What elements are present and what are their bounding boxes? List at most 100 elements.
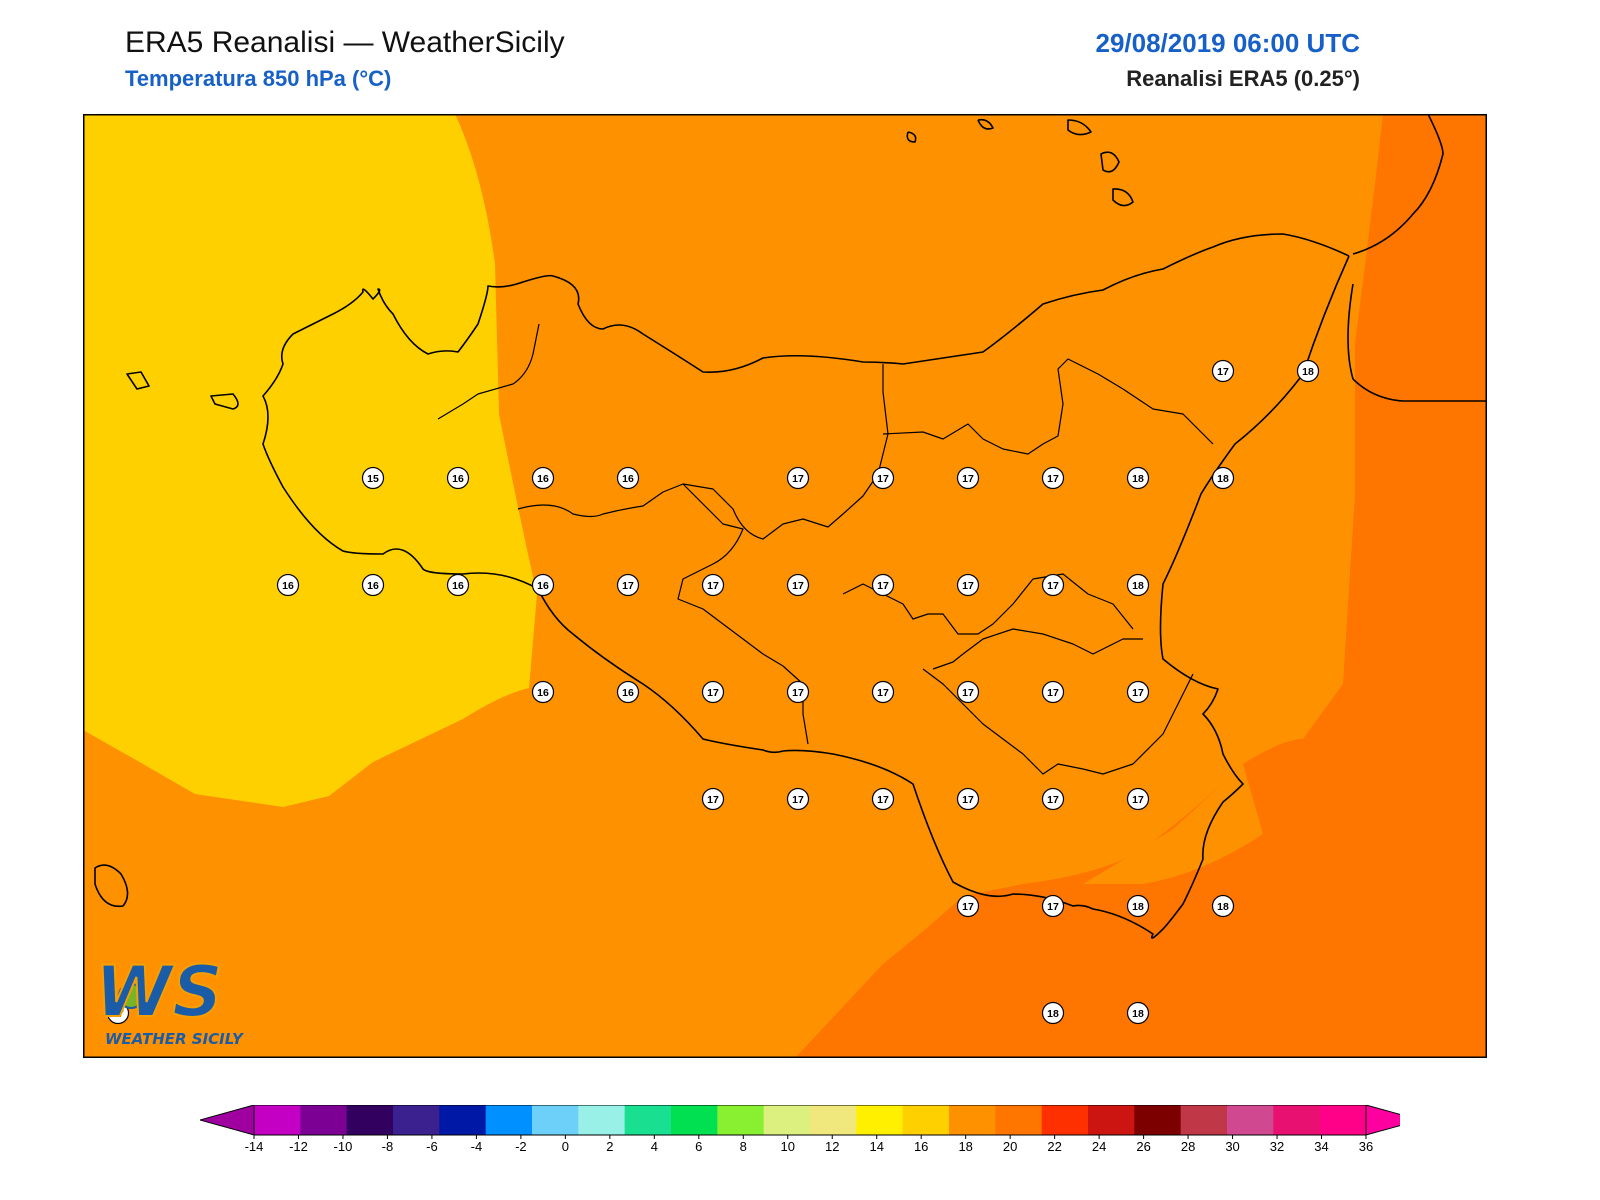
station-marker [361,573,385,597]
colorbar-over-arrow [1365,1105,1400,1136]
colorbar-segment [810,1105,857,1135]
station-marker [1041,680,1065,704]
map-subtitle: Temperatura 850 hPa (°C) [125,66,392,91]
station-value: 18 [1217,473,1229,485]
station-marker [701,573,725,597]
station-marker [871,573,895,597]
calabria-coast [1347,114,1487,402]
aeolian-islands [977,118,1134,207]
station-value: 17 [707,794,719,806]
station-value: 17 [962,580,974,592]
colorbar-segment [1227,1105,1274,1135]
station-value: 17 [707,687,719,699]
colorbar-tick-label: 8 [740,1139,747,1154]
temperature-map: 15 16 16 16 17 17 17 17 18 18 17 18 16 16 16 16 17 17 17 17… [83,114,1487,1058]
colorbar-tick-label: 36 [1359,1139,1373,1154]
station-value: 16 [537,580,549,592]
station-marker [276,573,300,597]
colorbar-tick-label: 32 [1270,1139,1284,1154]
ustica-island [906,131,917,143]
station-value: 17 [792,687,804,699]
station-value: 17 [622,580,634,592]
colorbar-tick-label: 0 [562,1139,569,1154]
station-marker [531,573,555,597]
colorbar-segment [902,1105,950,1135]
colorbar-segment [300,1105,348,1135]
station-value: 18 [1132,1008,1144,1020]
colorbar-segment [485,1105,533,1135]
band-14-16 [83,114,537,807]
colorbar-tick-label: 24 [1092,1139,1106,1154]
station-marker [531,466,555,490]
station-value: 16 [282,580,294,592]
station-marker [1296,359,1320,383]
colorbar-tick-label: 20 [1003,1139,1017,1154]
station-value: 18 [1132,901,1144,913]
colorbar-tick-label: 22 [1047,1139,1061,1154]
station-value: 17 [1132,687,1144,699]
pantelleria-island [94,864,129,908]
coastlines [94,114,1487,939]
colorbar-tick-label: 28 [1181,1139,1195,1154]
station-value: 17 [962,687,974,699]
station-marker [361,466,385,490]
colorbar: -14 -12 -10 -8 -6 -4 -2 0 2 4 6 8 10 12 14 16 18 20 22 24 26… [200,1105,1400,1154]
colorbar-segments [200,1105,1400,1136]
colorbar-segment [393,1105,440,1135]
colorbar-segment [1088,1105,1135,1135]
band-16-18-southeast-bay [1083,764,1263,884]
station-marker [871,680,895,704]
colorbar-tick-label: 6 [695,1139,702,1154]
station-marker [956,466,980,490]
colorbar-tick-label: 2 [606,1139,613,1154]
colorbar-tick-label: 26 [1136,1139,1150,1154]
colorbar-segment [856,1105,904,1135]
colorbar-segment [1134,1105,1182,1135]
station-value: 18 [1132,473,1144,485]
station-marker [1126,466,1150,490]
station-value: 18 [1302,366,1314,378]
station-marker [786,787,810,811]
station-marker [1126,894,1150,918]
station-value: 16 [452,580,464,592]
station-marker [446,466,470,490]
ws-logo: WS WEATHER SICILY [94,950,245,1048]
station-value: 17 [1132,794,1144,806]
station-marker [1126,573,1150,597]
colorbar-segment [346,1105,394,1135]
colorbar-segment [671,1105,718,1135]
colorbar-tick-label: -4 [471,1139,483,1154]
station-value: 17 [792,580,804,592]
colorbar-tick-label: -14 [245,1139,264,1154]
colorbar-segment [1180,1105,1228,1135]
colorbar-tick-label: 16 [914,1139,928,1154]
logo-caption: WEATHER SICILY [105,1030,245,1048]
station-marker [531,680,555,704]
station-value: 17 [707,580,719,592]
station-value: 17 [792,473,804,485]
station-marker [1126,787,1150,811]
colorbar-segment [439,1105,487,1135]
station-marker [616,573,640,597]
colorbar-tick-label: 14 [869,1139,883,1154]
colorbar-tick-label: 30 [1225,1139,1239,1154]
colorbar-segment [532,1105,579,1135]
colorbar-segment [995,1105,1043,1135]
station-marker [786,680,810,704]
station-value: 15 [367,473,379,485]
aegadian-islands [126,371,239,410]
sicily-coast [262,233,1350,939]
station-marker [106,1001,130,1025]
station-value: 16 [622,687,634,699]
station-value: 17 [877,794,889,806]
colorbar-tick-label: -6 [426,1139,438,1154]
colorbar-segment [578,1105,626,1135]
station-value: 17 [1047,794,1059,806]
station-marker [871,787,895,811]
colorbar-segment [1041,1105,1089,1135]
station-value: 17 [1047,687,1059,699]
station-value: 16 [537,473,549,485]
station-marker [616,466,640,490]
colorbar-segment [949,1105,996,1135]
station-marker [1211,359,1235,383]
